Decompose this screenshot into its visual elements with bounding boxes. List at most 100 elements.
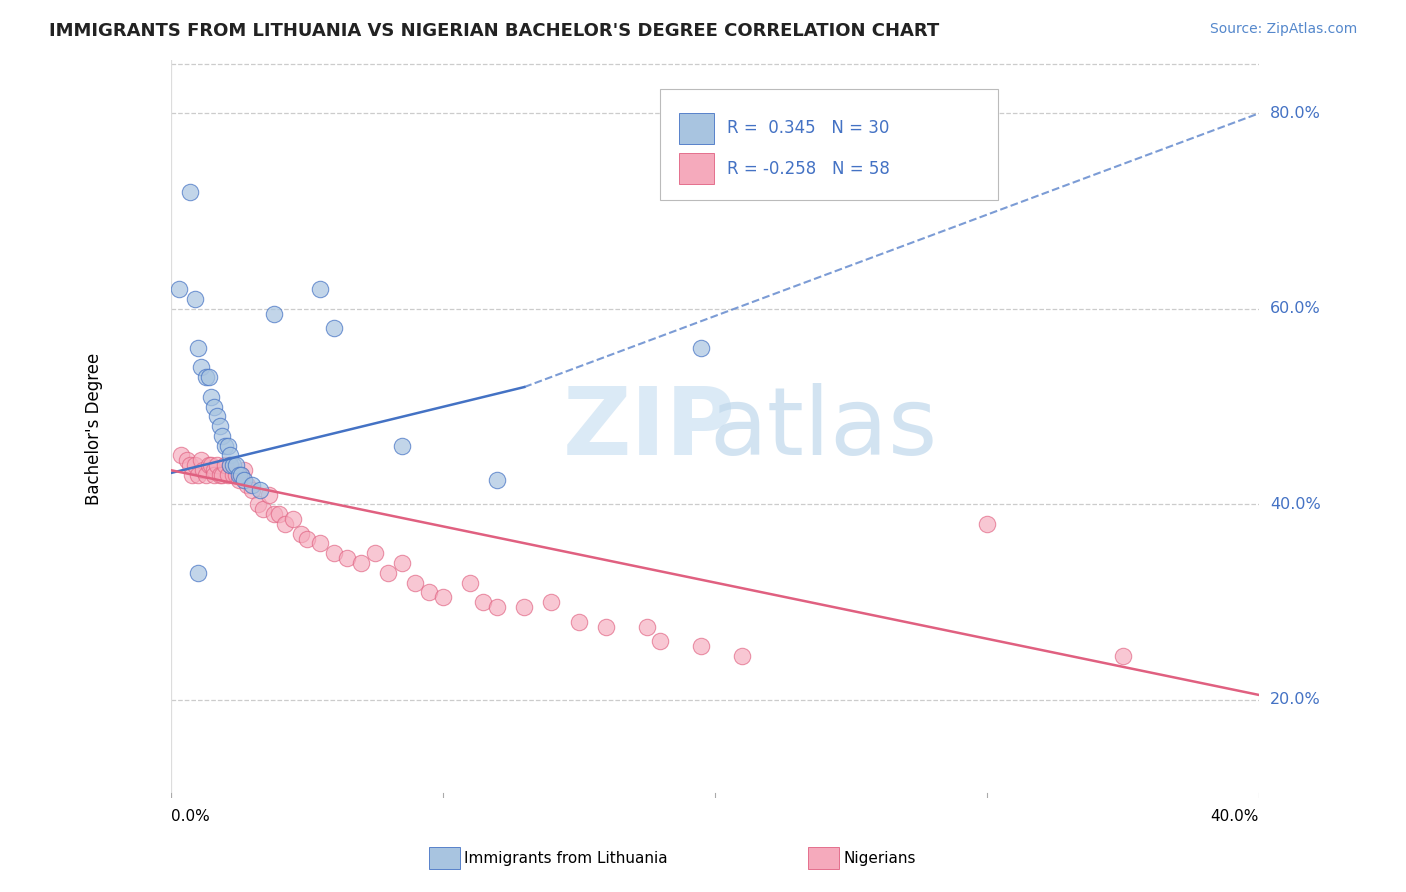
Point	[167, 282, 190, 296]
Point	[513, 599, 536, 614]
Point	[568, 615, 591, 629]
Text: Nigerians: Nigerians	[844, 851, 917, 865]
Point	[650, 634, 672, 648]
Point	[205, 458, 228, 473]
Point	[190, 360, 212, 375]
Point	[208, 419, 231, 434]
Point	[170, 449, 193, 463]
Text: R = -0.258   N = 58: R = -0.258 N = 58	[727, 160, 890, 178]
Point	[217, 439, 239, 453]
Point	[219, 449, 242, 463]
Point	[231, 468, 253, 483]
Point	[263, 307, 285, 321]
Point	[217, 468, 239, 483]
Point	[322, 321, 344, 335]
Point	[377, 566, 399, 580]
Point	[690, 639, 713, 653]
Text: Bachelor's Degree: Bachelor's Degree	[86, 352, 104, 505]
Point	[200, 390, 222, 404]
Point	[197, 370, 219, 384]
Point	[228, 473, 250, 487]
Point	[200, 458, 222, 473]
Point	[246, 497, 269, 511]
Point	[176, 453, 198, 467]
Text: IMMIGRANTS FROM LITHUANIA VS NIGERIAN BACHELOR'S DEGREE CORRELATION CHART: IMMIGRANTS FROM LITHUANIA VS NIGERIAN BA…	[49, 22, 939, 40]
Point	[219, 458, 242, 473]
Point	[233, 473, 256, 487]
Point	[636, 619, 658, 633]
Point	[295, 532, 318, 546]
Point	[595, 619, 617, 633]
Text: R =  0.345   N = 30: R = 0.345 N = 30	[727, 120, 889, 137]
Point	[194, 370, 217, 384]
Point	[228, 468, 250, 483]
Point	[309, 536, 332, 550]
Point	[197, 458, 219, 473]
Text: Immigrants from Lithuania: Immigrants from Lithuania	[464, 851, 668, 865]
Point	[187, 566, 209, 580]
Point	[281, 512, 304, 526]
Text: 20.0%: 20.0%	[1270, 692, 1320, 707]
Point	[472, 595, 495, 609]
Point	[391, 556, 413, 570]
Point	[458, 575, 481, 590]
Point	[231, 468, 253, 483]
Point	[404, 575, 426, 590]
Point	[181, 468, 204, 483]
Text: 40.0%: 40.0%	[1211, 809, 1258, 824]
Point	[184, 292, 207, 306]
Text: 0.0%: 0.0%	[170, 809, 209, 824]
Point	[184, 458, 207, 473]
Point	[202, 400, 225, 414]
Point	[194, 468, 217, 483]
Point	[363, 546, 385, 560]
Point	[269, 507, 291, 521]
Point	[222, 468, 245, 483]
Point	[187, 341, 209, 355]
Point	[179, 458, 201, 473]
Point	[187, 468, 209, 483]
Point	[208, 468, 231, 483]
Point	[214, 458, 236, 473]
Point	[486, 473, 509, 487]
Point	[240, 477, 263, 491]
Point	[190, 453, 212, 467]
Point	[211, 468, 233, 483]
Point	[274, 516, 297, 531]
Point	[240, 483, 263, 497]
Point	[214, 439, 236, 453]
Point	[690, 341, 713, 355]
Text: 60.0%: 60.0%	[1270, 301, 1320, 317]
Point	[290, 526, 312, 541]
Point	[322, 546, 344, 560]
Point	[219, 458, 242, 473]
Point	[233, 463, 256, 477]
Point	[257, 487, 280, 501]
Point	[202, 468, 225, 483]
Point	[249, 483, 271, 497]
Point	[222, 458, 245, 473]
Text: ZIP: ZIP	[562, 383, 735, 475]
Text: atlas: atlas	[710, 383, 938, 475]
Point	[202, 463, 225, 477]
Point	[540, 595, 562, 609]
Point	[252, 502, 274, 516]
Point	[432, 590, 454, 604]
Point	[418, 585, 440, 599]
Point	[486, 599, 509, 614]
Point	[336, 551, 359, 566]
Point	[211, 429, 233, 443]
Point	[193, 463, 215, 477]
FancyBboxPatch shape	[679, 153, 714, 185]
Point	[350, 556, 373, 570]
Point	[225, 458, 247, 473]
Point	[731, 648, 754, 663]
FancyBboxPatch shape	[661, 89, 998, 200]
Text: 80.0%: 80.0%	[1270, 106, 1320, 120]
Point	[236, 477, 259, 491]
Point	[263, 507, 285, 521]
Point	[391, 439, 413, 453]
Point	[205, 409, 228, 424]
Point	[179, 185, 201, 199]
Point	[309, 282, 332, 296]
